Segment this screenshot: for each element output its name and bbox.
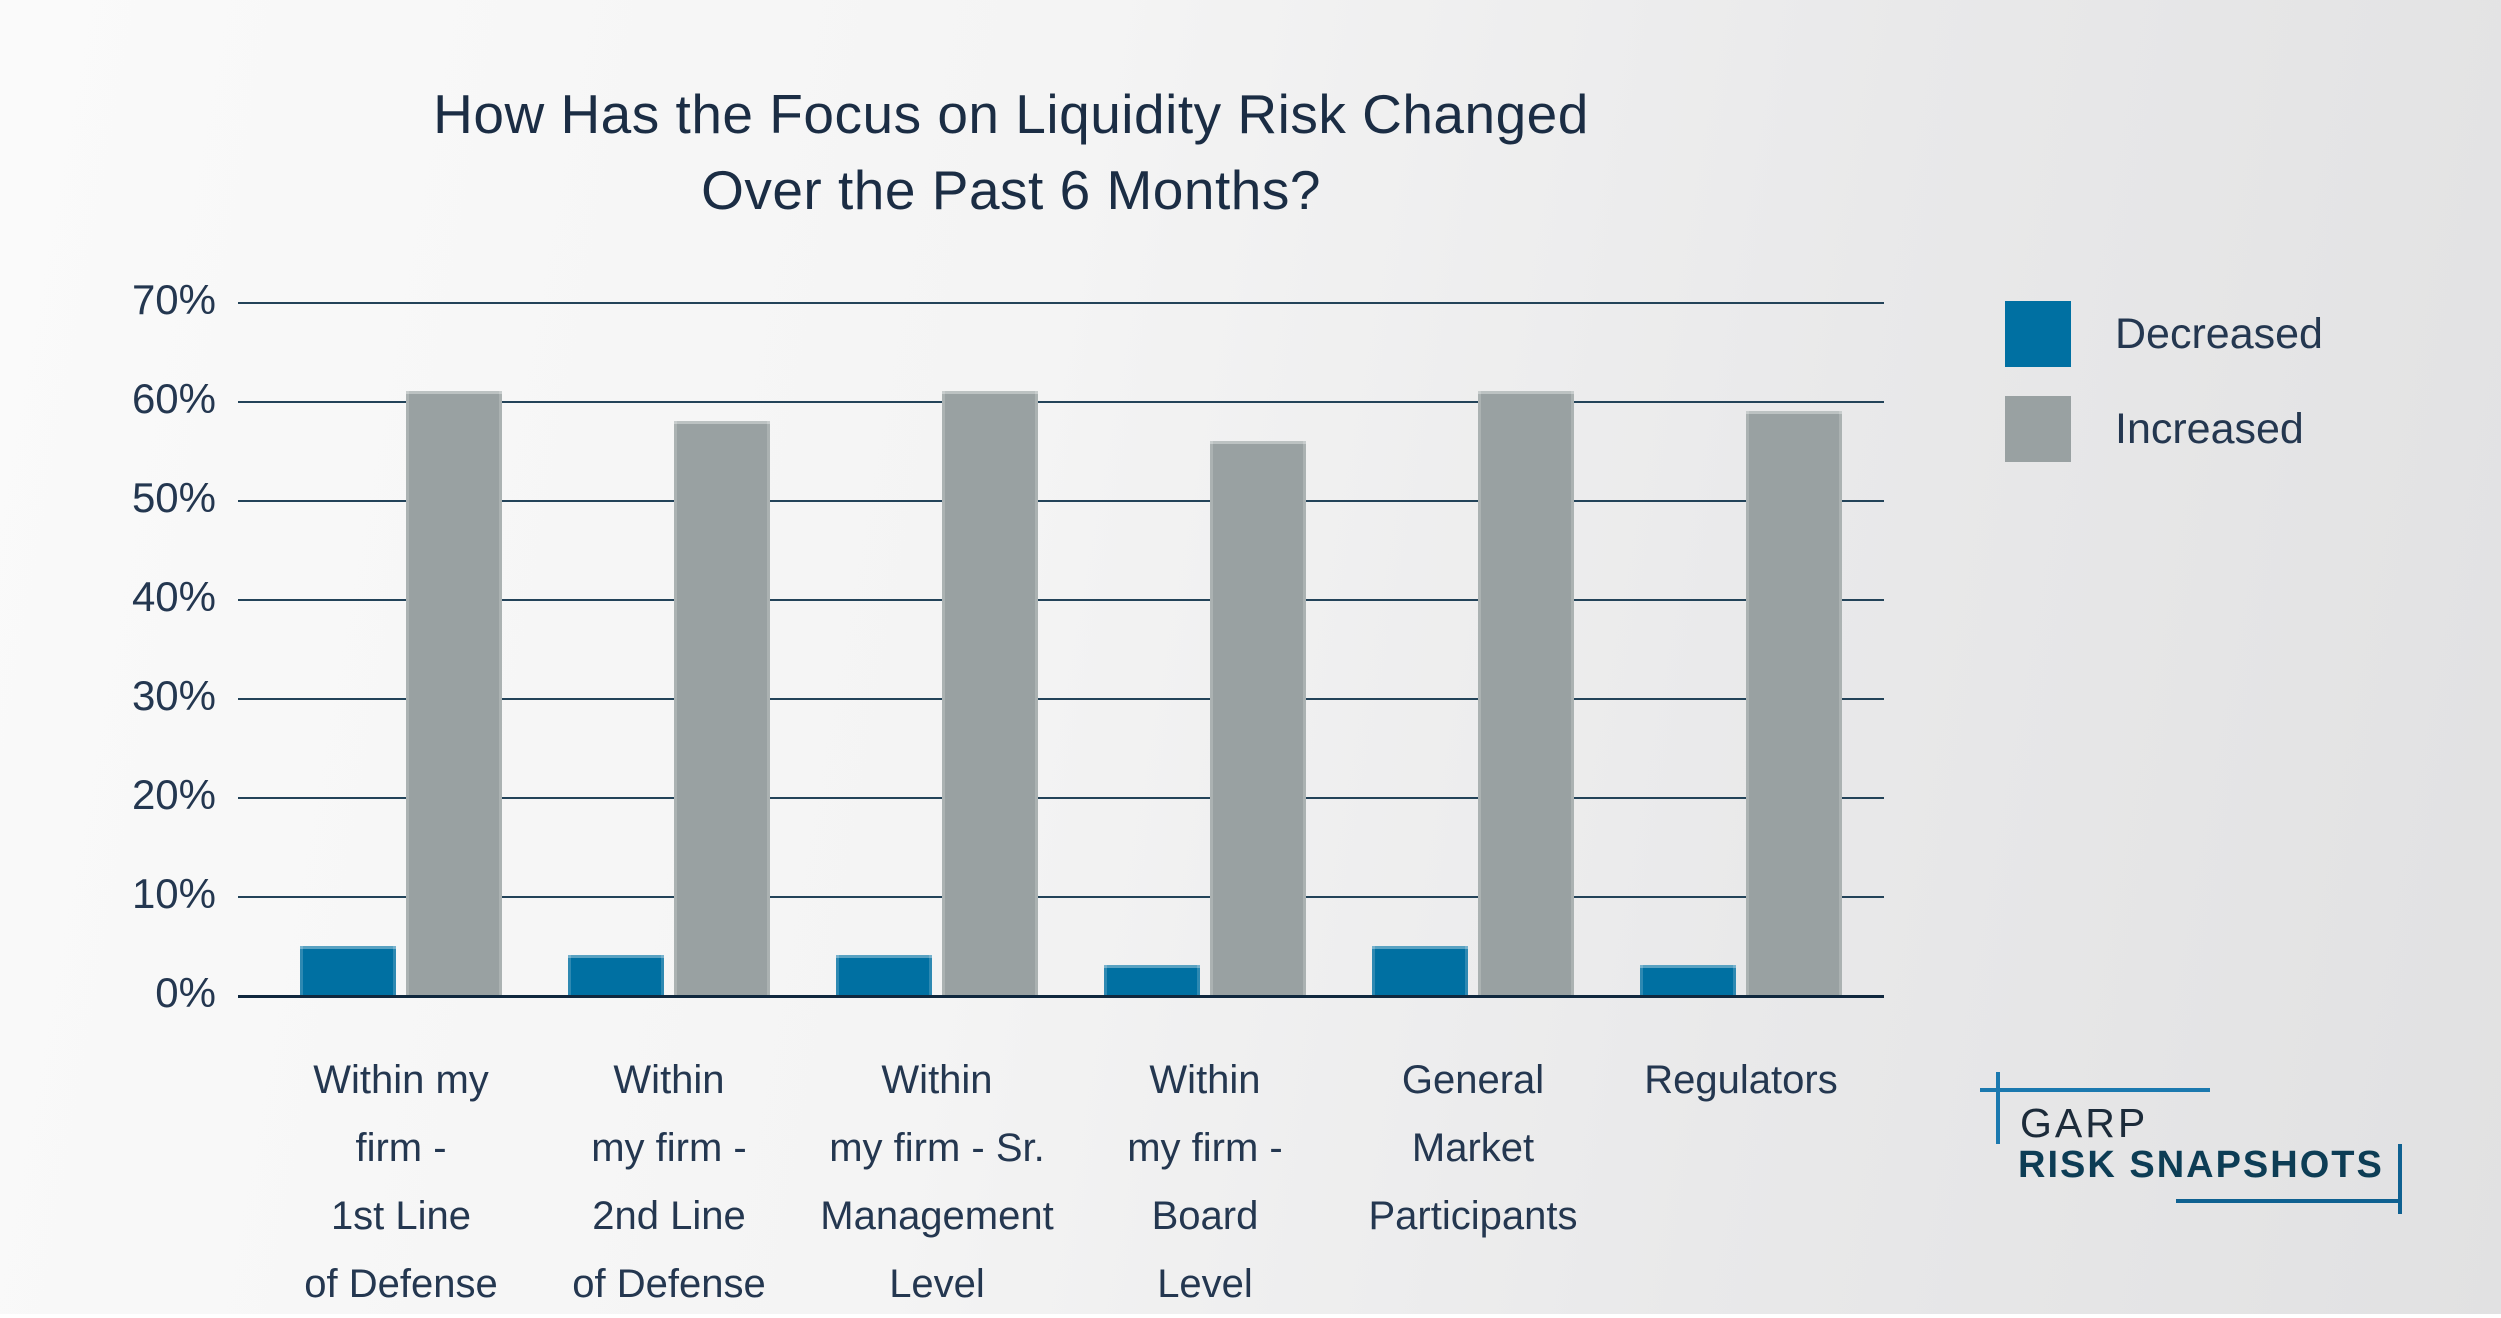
bar-increased-group-4 bbox=[1210, 440, 1306, 995]
logo-bottom-horizontal-line bbox=[2176, 1199, 2402, 1203]
bar-decreased-group-6 bbox=[1640, 965, 1736, 995]
legend-label-increased: Increased bbox=[2115, 404, 2304, 453]
bar-increased-group-3 bbox=[942, 391, 1038, 995]
y-tick-label-20: 20% bbox=[131, 771, 216, 819]
x-category-label-1: Within my firm - 1st Line of Defense bbox=[304, 1058, 498, 1306]
x-axis-line bbox=[238, 995, 1884, 998]
logo-bottom-vertical-line bbox=[2398, 1144, 2402, 1214]
bar-decreased-group-4 bbox=[1104, 965, 1200, 995]
x-category-label-3: Within my firm - Sr. Management Level bbox=[820, 1058, 1054, 1306]
plot-area: 70% 60% 50% 40% 30% 20% 10% 0% Within my firm - … bbox=[132, 276, 1884, 1306]
legend-label-decreased: Decreased bbox=[2115, 309, 2323, 358]
logo-top-vertical-line bbox=[1996, 1072, 2000, 1144]
x-category-label-5: General Market Participants bbox=[1368, 1058, 1578, 1238]
logo-top-horizontal-line bbox=[1980, 1088, 2210, 1092]
bar-increased-group-6 bbox=[1746, 410, 1842, 995]
bar-increased-group-5 bbox=[1478, 391, 1574, 995]
y-tick-label-10: 10% bbox=[131, 870, 216, 918]
logo-garp-text: GARP bbox=[2020, 1100, 2149, 1146]
bar-increased-group-1 bbox=[406, 391, 502, 995]
bar-increased-group-2 bbox=[674, 420, 770, 995]
legend: Decreased Increased bbox=[2005, 301, 2323, 491]
bar-decreased-group-5 bbox=[1372, 945, 1468, 995]
chart-title-line-1: How Has the Focus on Liquidity Risk Chan… bbox=[433, 83, 1589, 145]
bar-decreased-group-3 bbox=[836, 955, 932, 995]
legend-swatch-decreased bbox=[2005, 301, 2071, 367]
legend-item-increased: Increased bbox=[2005, 396, 2323, 462]
x-category-label-6: Regulators bbox=[1644, 1058, 1838, 1102]
y-tick-label-70: 70% bbox=[131, 276, 216, 324]
gridline-70 bbox=[238, 302, 1884, 304]
y-tick-label-30: 30% bbox=[131, 672, 216, 720]
legend-item-decreased: Decreased bbox=[2005, 301, 2323, 367]
gridline-30 bbox=[238, 698, 1884, 700]
gridline-60 bbox=[238, 401, 1884, 403]
gridline-40 bbox=[238, 599, 1884, 601]
bar-decreased-group-1 bbox=[300, 945, 396, 995]
legend-swatch-increased bbox=[2005, 396, 2071, 462]
x-category-label-2: Within my firm - 2nd Line of Defense bbox=[572, 1058, 766, 1306]
gridline-50 bbox=[238, 500, 1884, 502]
gridline-20 bbox=[238, 797, 1884, 799]
logo-risk-snapshots-text: RISK SNAPSHOTS bbox=[2018, 1144, 2384, 1186]
y-tick-label-50: 50% bbox=[131, 474, 216, 522]
chart-title-line-2: Over the Past 6 Months? bbox=[701, 159, 1321, 221]
chart-title: How Has the Focus on Liquidity Risk Chan… bbox=[188, 76, 1834, 228]
garp-risk-snapshots-logo: GARP RISK SNAPSHOTS bbox=[1978, 1070, 2418, 1220]
y-tick-label-0: 0% bbox=[155, 969, 216, 1017]
y-tick-label-40: 40% bbox=[131, 573, 216, 621]
x-category-label-4: Within my firm - Board Level bbox=[1127, 1058, 1283, 1306]
y-tick-label-60: 60% bbox=[131, 375, 216, 423]
bar-decreased-group-2 bbox=[568, 955, 664, 995]
gridline-10 bbox=[238, 896, 1884, 898]
